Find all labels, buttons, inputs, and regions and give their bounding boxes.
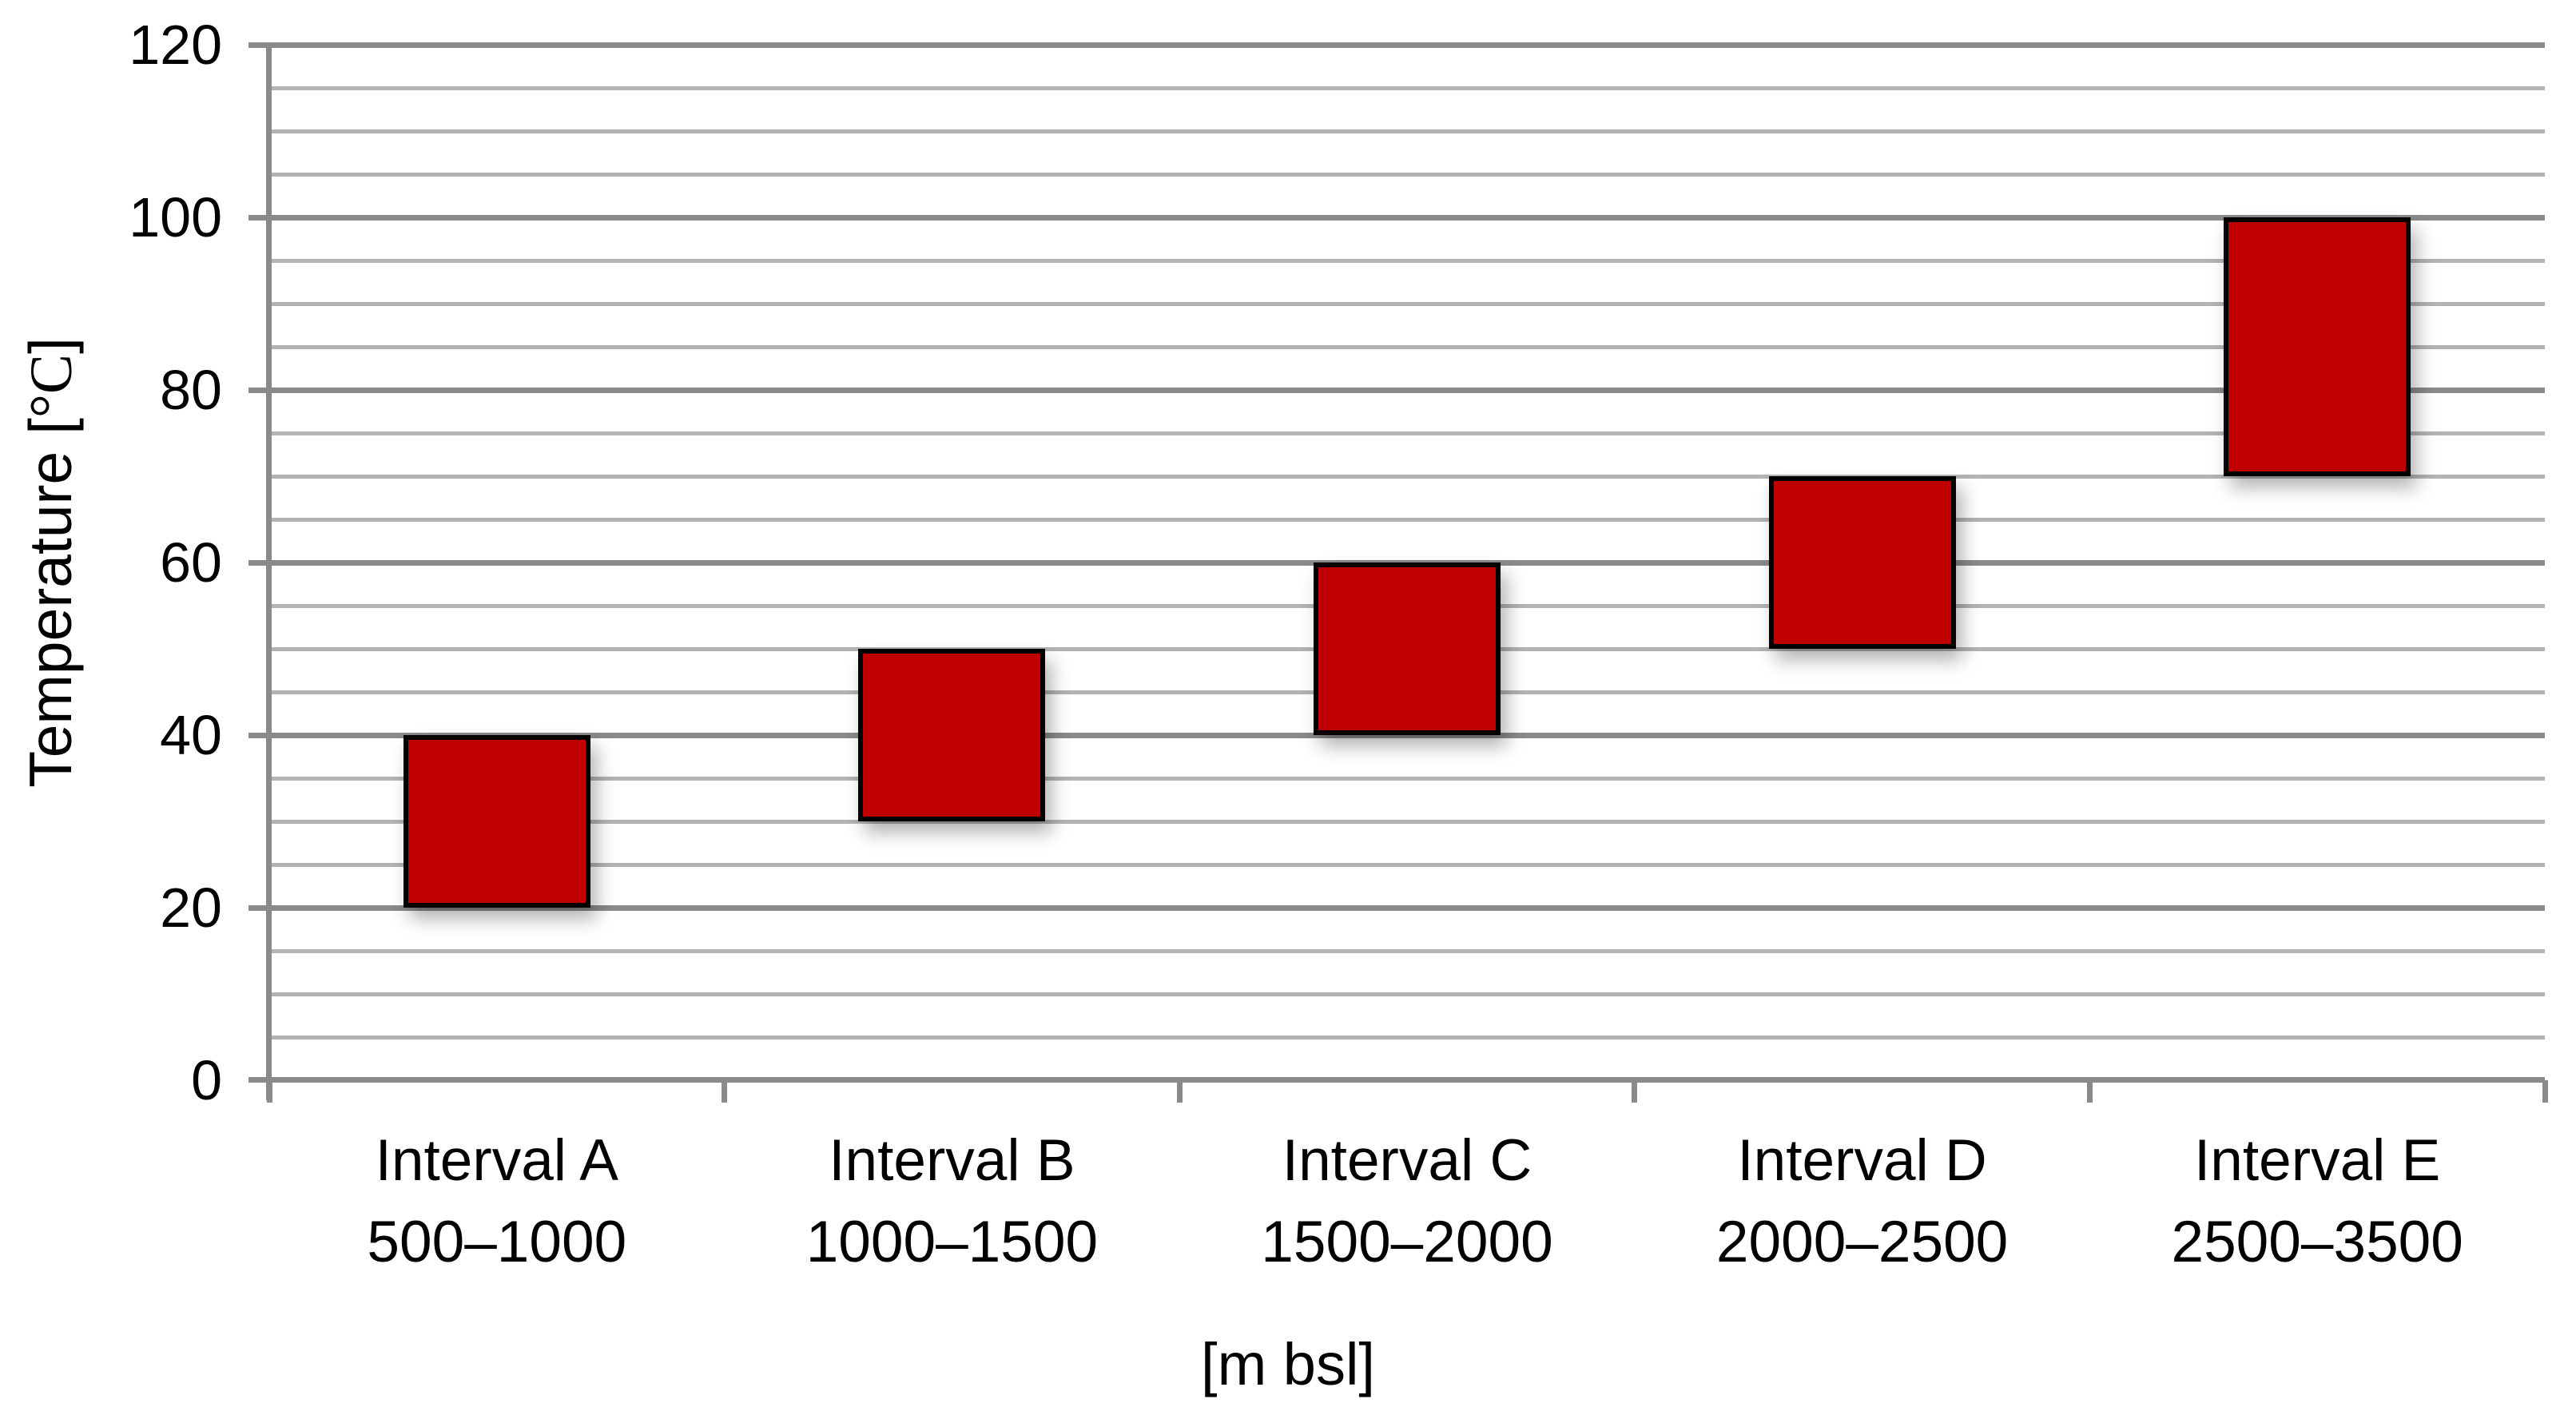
y-tick-label: 80 [160,359,222,421]
category-depth-range: 1500–2000 [1261,1210,1553,1275]
minor-gridline [269,344,2545,349]
x-axis-tick [1632,1080,1638,1103]
category-label: Interval B 1000–1500 [725,1120,1180,1283]
category-depth-range: 2000–2500 [1715,1210,2009,1275]
category-label: Interval A 500–1000 [269,1120,725,1283]
major-gridline [248,387,2545,393]
major-gridline [248,42,2545,48]
x-axis-tick [1176,1080,1183,1103]
minor-gridline [269,517,2545,522]
category-depth-range: 500–1000 [367,1210,627,1275]
range-bar-interval-b [858,649,1046,821]
minor-gridline [269,431,2545,435]
category-depth-range: 2500–3500 [2171,1210,2463,1275]
major-gridline [248,732,2545,738]
range-bar-interval-e [2224,217,2411,476]
x-axis-title: [m bsl] [1201,1331,1375,1397]
range-bar-interval-a [403,735,590,908]
y-tick-label: 20 [160,876,222,939]
y-tick-label: 60 [160,531,222,594]
y-axis-line [266,45,272,1100]
x-axis-tick [2086,1080,2093,1103]
category-name: Interval D [1737,1128,1987,1193]
category-name: Interval C [1282,1128,1532,1193]
x-axis-tick [2542,1080,2548,1103]
minor-gridline [269,258,2545,263]
minor-gridline [269,948,2545,953]
minor-gridline [269,301,2545,306]
minor-gridline [269,172,2545,177]
minor-gridline [269,474,2545,479]
category-label: Interval C 1500–2000 [1179,1120,1635,1283]
range-bar-interval-c [1314,562,1501,735]
x-axis-line [248,1077,2545,1083]
minor-gridline [269,129,2545,133]
major-gridline [248,904,2545,911]
x-axis-tick [266,1080,272,1103]
minor-gridline [269,1035,2545,1039]
y-tick-label: 120 [129,14,222,76]
major-gridline [248,214,2545,221]
category-label: Interval E 2500–3500 [2089,1120,2545,1283]
minor-gridline [269,819,2545,824]
category-name: Interval B [829,1128,1075,1193]
category-name: Interval A [375,1128,618,1193]
minor-gridline [269,776,2545,781]
minor-gridline [269,992,2545,996]
y-tick-label: 0 [191,1049,222,1111]
minor-gridline [269,862,2545,867]
category-depth-range: 1000–1500 [805,1210,1099,1275]
x-axis-tick [722,1080,728,1103]
category-label: Interval D 2000–2500 [1635,1120,2090,1283]
range-bar-interval-d [1768,476,1956,649]
minor-gridline [269,85,2545,90]
y-tick-label: 100 [129,186,222,248]
y-tick-label: 40 [160,704,222,766]
category-name: Interval E [2194,1128,2441,1193]
y-axis-title-suffix: ] [17,337,84,355]
